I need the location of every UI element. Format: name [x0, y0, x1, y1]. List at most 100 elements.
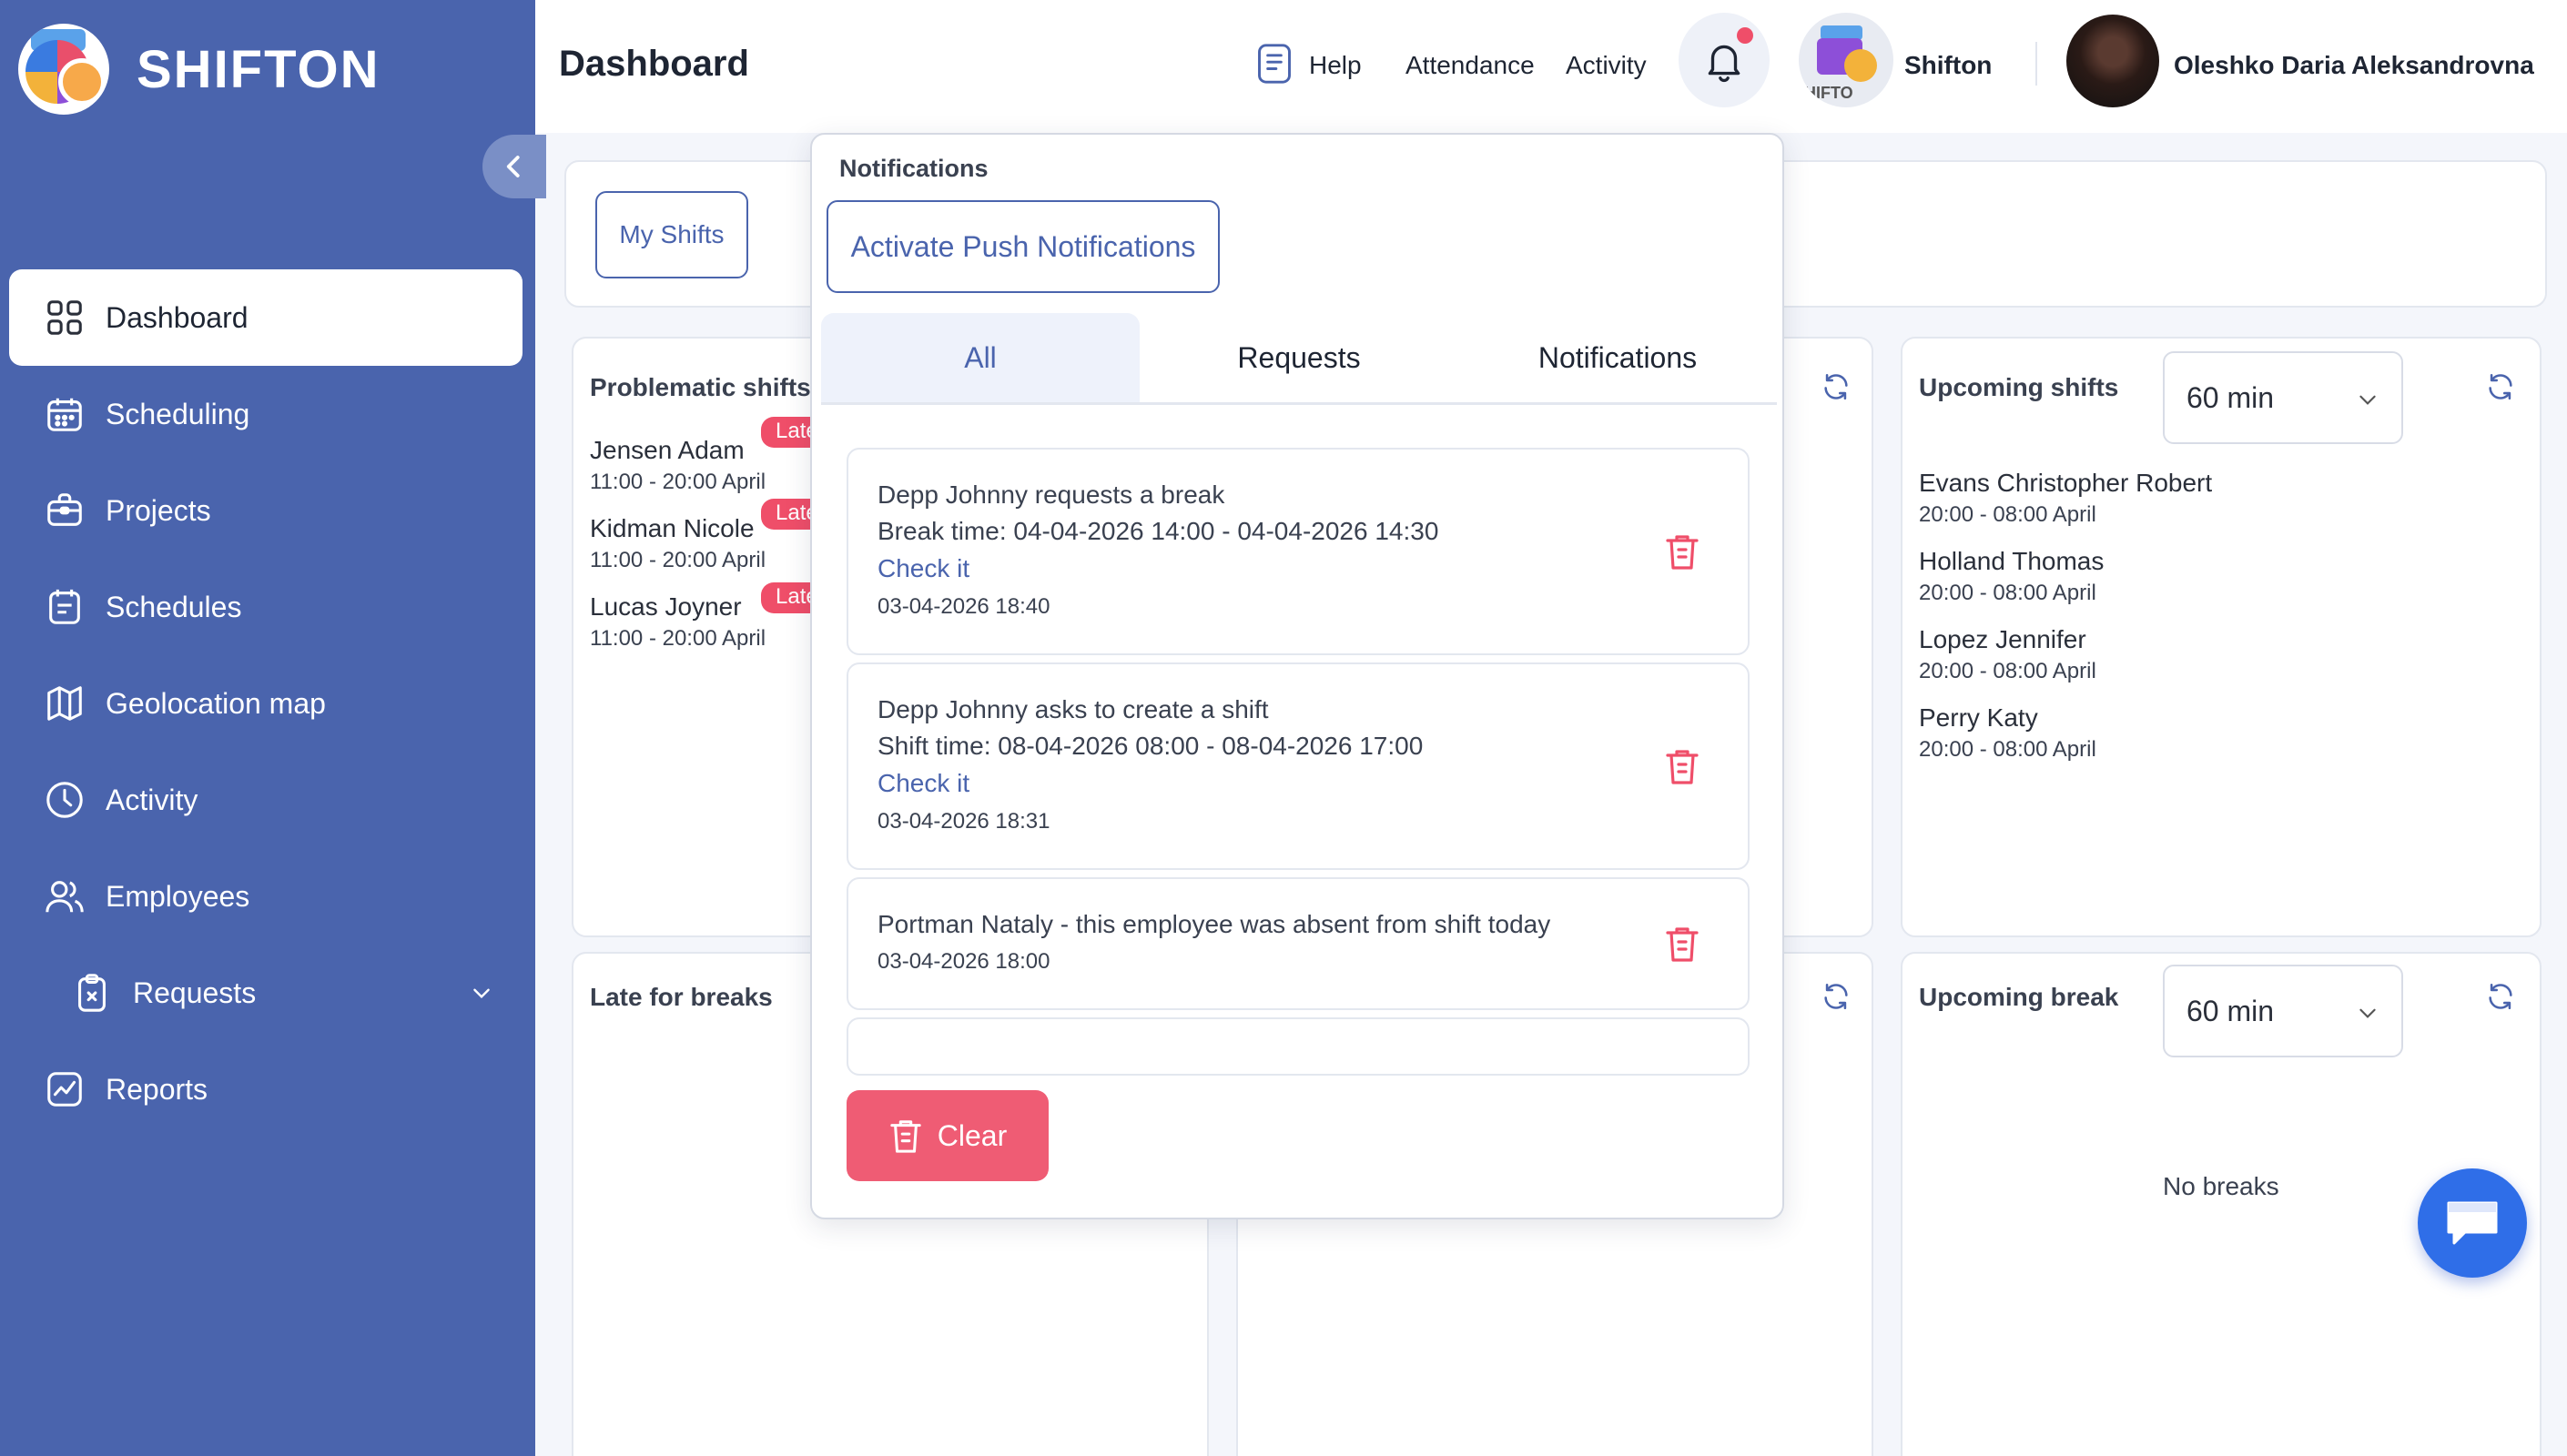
tab-all[interactable]: All — [821, 313, 1140, 402]
empty-state-text: No breaks — [2163, 1172, 2279, 1200]
check-it-link[interactable]: Check it — [878, 769, 970, 797]
sidebar-nav: Dashboard Scheduling Projects Schedules … — [9, 269, 523, 1138]
chevron-down-icon — [2359, 1008, 2376, 1018]
company-name[interactable]: Shifton — [1904, 51, 1993, 79]
company-logo-text: HIFTO — [1804, 84, 1853, 102]
sidebar-item-activity[interactable]: Activity — [9, 752, 523, 848]
check-it-link[interactable]: Check it — [878, 554, 970, 582]
sidebar-item-label: Schedules — [106, 590, 242, 623]
notification-date: 03-04-2026 18:31 — [878, 809, 1050, 834]
clear-notifications-button[interactable]: Clear — [847, 1090, 1049, 1181]
map-icon — [44, 682, 86, 724]
sidebar-item-reports[interactable]: Reports — [9, 1041, 523, 1138]
brand-name: SHIFTON — [137, 39, 380, 99]
sidebar-item-label: Projects — [106, 493, 211, 527]
tab-notifications[interactable]: Notifications — [1537, 340, 1698, 374]
activity-link[interactable]: Activity — [1566, 51, 1647, 79]
trash-icon — [1666, 750, 1699, 784]
header-divider — [2035, 42, 2037, 86]
my-shifts-button[interactable]: My Shifts — [595, 191, 748, 278]
trash-icon — [890, 1120, 921, 1153]
notification-item: Depp Johnny requests a break Break time:… — [847, 448, 1750, 655]
page-title: Dashboard — [559, 44, 749, 84]
sidebar-item-projects[interactable]: Projects — [9, 462, 523, 559]
attendance-link[interactable]: Attendance — [1405, 51, 1535, 79]
chart-icon — [44, 1068, 86, 1110]
list-item[interactable]: Evans Christopher Robert 20:00 - 08:00 A… — [1919, 469, 2213, 527]
notifications-bell-button[interactable] — [1679, 13, 1770, 107]
chevron-down-icon — [2359, 395, 2376, 405]
card-title: Problematic shifts — [590, 373, 811, 401]
problematic-shifts-list: Jensen Adam 11:00 - 20:00 April Kidman N… — [590, 433, 766, 668]
schedule-icon — [44, 586, 86, 628]
user-avatar[interactable] — [2066, 15, 2159, 107]
upcoming-shifts-interval-select[interactable]: 60 min — [2163, 351, 2403, 444]
clipboard-x-icon — [71, 972, 113, 1014]
notification-item — [847, 1017, 1750, 1076]
briefcase-icon — [44, 490, 86, 531]
refresh-icon[interactable] — [2485, 371, 2516, 402]
shifton-logo-icon — [18, 24, 109, 115]
card-title: Upcoming shifts — [1919, 373, 2119, 401]
sidebar-item-requests[interactable]: Requests — [9, 945, 523, 1041]
bell-icon — [1708, 45, 1740, 83]
sidebar-item-label: Requests — [133, 976, 257, 1009]
delete-notification-button[interactable] — [1664, 746, 1700, 786]
upcoming-shifts-list: Evans Christopher Robert 20:00 - 08:00 A… — [1919, 466, 2212, 779]
list-item[interactable]: Lucas Joyner 11:00 - 20:00 April — [590, 592, 766, 651]
top-header: Dashboard Help Attendance Activity HIFTO… — [535, 0, 2567, 133]
list-item[interactable]: Jensen Adam 11:00 - 20:00 April — [590, 436, 766, 494]
delete-notification-button[interactable] — [1664, 924, 1700, 964]
list-item[interactable]: Lopez Jennifer 20:00 - 08:00 April — [1919, 625, 2096, 683]
sidebar-item-scheduling[interactable]: Scheduling — [9, 366, 523, 462]
notification-item: Portman Nataly - this employee was absen… — [847, 877, 1750, 1010]
help-book-icon[interactable] — [1254, 42, 1294, 86]
notification-item: Depp Johnny asks to create a shift Shift… — [847, 662, 1750, 870]
chevron-down-icon[interactable] — [470, 981, 493, 1005]
sidebar-item-label: Reports — [106, 1072, 208, 1106]
upcoming-break-interval-select[interactable]: 60 min — [2163, 965, 2403, 1057]
users-icon — [44, 875, 86, 917]
support-chat-button[interactable] — [2418, 1168, 2527, 1278]
unread-dot — [1737, 27, 1753, 44]
activate-push-notifications-button[interactable]: Activate Push Notifications — [827, 200, 1220, 293]
list-item[interactable]: Holland Thomas 20:00 - 08:00 April — [1919, 547, 2105, 605]
chevron-left-icon — [506, 156, 520, 177]
brand-logo[interactable]: SHIFTON — [18, 24, 380, 115]
notification-date: 03-04-2026 18:40 — [878, 594, 1050, 619]
sidebar-item-label: Dashboard — [106, 300, 249, 334]
user-name[interactable]: Oleshko Daria Aleksandrovna — [2174, 51, 2534, 79]
delete-notification-button[interactable] — [1664, 531, 1700, 571]
list-item[interactable]: Perry Katy 20:00 - 08:00 April — [1919, 703, 2096, 762]
tab-requests[interactable]: Requests — [1237, 340, 1361, 374]
sidebar-item-schedules[interactable]: Schedules — [9, 559, 523, 655]
sidebar: SHIFTON Dashboard Scheduling Projects — [0, 0, 546, 1456]
list-item[interactable]: Kidman Nicole 11:00 - 20:00 April — [590, 514, 766, 572]
trash-icon — [1666, 927, 1699, 962]
upcoming-shifts-card: Upcoming shifts 60 min Evans Christopher… — [1901, 337, 2542, 937]
refresh-icon[interactable] — [1821, 981, 1852, 1012]
sidebar-item-employees[interactable]: Employees — [9, 848, 523, 945]
clock-icon — [44, 779, 86, 821]
sidebar-item-label: Geolocation map — [106, 686, 326, 720]
notification-date: 03-04-2026 18:00 — [878, 949, 1050, 974]
chat-bubble-icon — [2447, 1201, 2498, 1245]
collapse-sidebar-button[interactable] — [482, 135, 546, 198]
refresh-icon[interactable] — [1821, 371, 1852, 402]
refresh-icon[interactable] — [2485, 981, 2516, 1012]
sidebar-item-label: Employees — [106, 879, 250, 913]
sidebar-item-dashboard[interactable]: Dashboard — [9, 269, 523, 366]
card-title: Upcoming break — [1919, 983, 2119, 1011]
company-logo[interactable]: HIFTO — [1799, 13, 1893, 107]
calendar-icon — [44, 393, 86, 435]
sidebar-item-geolocation-map[interactable]: Geolocation map — [9, 655, 523, 752]
grid-icon — [44, 297, 86, 339]
sidebar-item-label: Scheduling — [106, 397, 250, 430]
panel-title: Notifications — [839, 155, 989, 182]
notification-tabs: All Requests Notifications — [821, 313, 1777, 405]
trash-icon — [1666, 535, 1699, 570]
sidebar-item-label: Activity — [106, 783, 198, 816]
help-link[interactable]: Help — [1309, 51, 1362, 79]
card-title: Late for breaks — [590, 983, 773, 1011]
notification-list[interactable]: Depp Johnny requests a break Break time:… — [847, 448, 1750, 1181]
